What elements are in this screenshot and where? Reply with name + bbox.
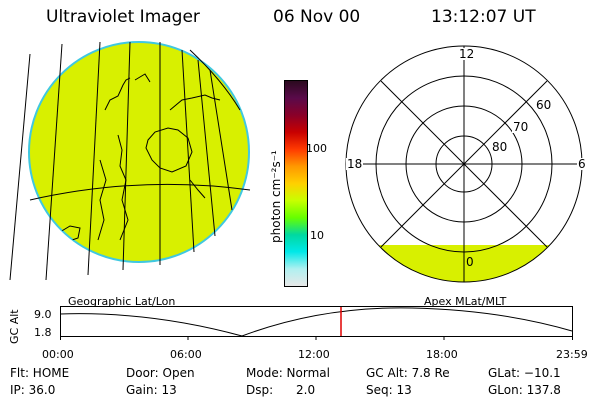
- xtick-0000: 00:00: [42, 348, 74, 361]
- date-label: 06 Nov 00: [273, 7, 361, 27]
- lat-label-70: 70: [512, 120, 530, 134]
- mlt-label-18: 18: [346, 157, 364, 171]
- geographic-image: [9, 41, 251, 281]
- orbit-right-title: Apex MLat/MLT: [424, 295, 507, 308]
- info-glon: GLon: 137.8: [488, 383, 561, 397]
- info-glat: GLat: −10.1: [488, 366, 561, 380]
- info-gain: Gain: 13: [126, 383, 177, 397]
- lat-label-60: 60: [535, 98, 553, 112]
- instrument-title: Ultraviolet Imager: [46, 7, 200, 27]
- cbar-tick-100: 100: [306, 142, 327, 155]
- info-dsp: Dsp: 2.0: [246, 383, 316, 397]
- info-ip: IP: 36.0: [10, 383, 56, 397]
- orbit-plot-frame: [60, 306, 573, 337]
- color-bar: [284, 80, 308, 287]
- cbar-tick-10: 10: [310, 229, 324, 242]
- xtick-1200: 12:00: [298, 348, 330, 361]
- info-flt: Flt: HOME: [10, 366, 70, 380]
- orbit-x-ticks: [60, 336, 573, 340]
- mlt-label-0: 0: [466, 255, 474, 269]
- info-gcalt: GC Alt: 7.8 Re: [366, 366, 450, 380]
- mlt-label-12: 12: [458, 47, 476, 61]
- time-label: 13:12:07 UT: [431, 7, 536, 27]
- orbit-left-title: Geographic Lat/Lon: [68, 295, 176, 308]
- xtick-1800: 18:00: [426, 348, 458, 361]
- orbit-ytick-top: 9.0: [34, 308, 52, 321]
- geo-grid-lines: [9, 41, 251, 281]
- orbit-ytick-bottom: 1.8: [34, 326, 52, 339]
- info-door: Door: Open: [126, 366, 195, 380]
- info-seq: Seq: 13: [366, 383, 412, 397]
- orbit-plot: [60, 306, 573, 340]
- mlt-label-6: 6: [577, 157, 587, 171]
- info-mode: Mode: Normal: [246, 366, 330, 380]
- orbit-ylabel: GC Alt: [8, 309, 21, 344]
- xtick-0600: 06:00: [170, 348, 202, 361]
- xtick-2359: 23:59: [556, 348, 588, 361]
- altitude-curve: [60, 307, 573, 337]
- auroral-oval-fill: [346, 245, 582, 282]
- lat-label-80: 80: [491, 140, 509, 154]
- polar-grid: [345, 45, 583, 283]
- globe-disk: [28, 41, 250, 263]
- cbar-unit-label: photon cm⁻²s⁻¹: [269, 150, 283, 243]
